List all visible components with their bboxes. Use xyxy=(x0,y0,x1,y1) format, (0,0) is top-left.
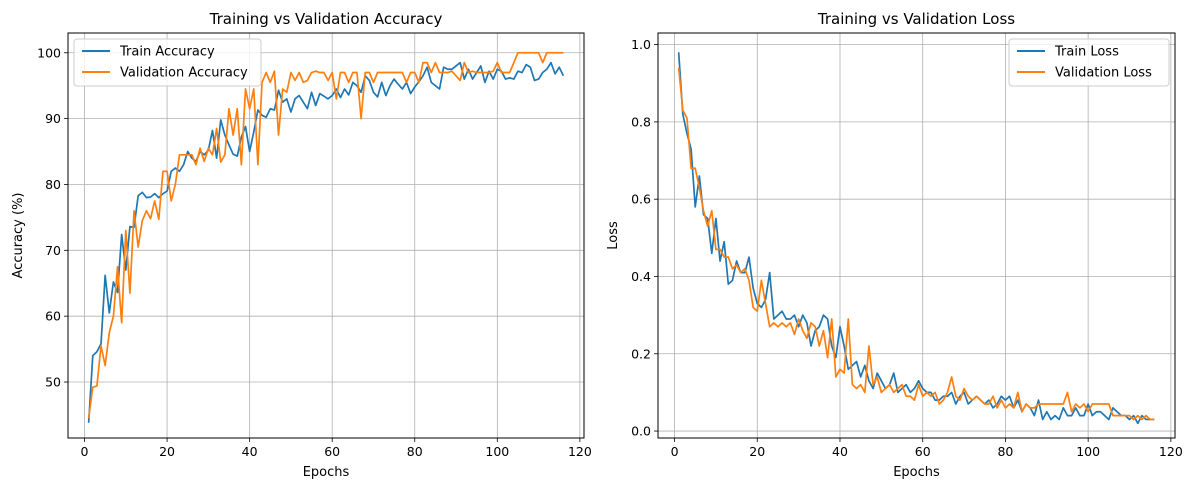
accuracy-x-tick-label: 80 xyxy=(407,444,423,459)
loss-x-tick-label: 100 xyxy=(1076,444,1100,459)
loss-legend-validation-label: Validation Loss xyxy=(1055,66,1152,81)
loss-y-tick-label: 0.2 xyxy=(631,346,651,361)
accuracy-y-tick-label: 70 xyxy=(45,243,61,258)
loss-y-tick-label: 0.4 xyxy=(631,269,651,284)
accuracy-x-tick-label: 20 xyxy=(159,444,175,459)
loss-chart-title: Training vs Validation Loss xyxy=(817,10,1015,28)
accuracy-axes-frame xyxy=(67,32,585,439)
loss-ticks: 0 20 40 60 80 100 120 0.0 0.2 0.4 0.6 0.8 1.0 xyxy=(631,37,1183,459)
accuracy-legend-box xyxy=(73,38,262,87)
accuracy-legend-validation-label: Validation Accuracy xyxy=(120,66,248,81)
accuracy-chart-title: Training vs Validation Accuracy xyxy=(209,10,443,28)
loss-legend-box xyxy=(1008,38,1170,87)
accuracy-y-tick-label: 60 xyxy=(45,309,61,324)
accuracy-y-tick-label: 80 xyxy=(45,177,61,192)
accuracy-x-tick-label: 60 xyxy=(324,444,340,459)
accuracy-chart: 0 20 40 60 80 100 120 50 60 70 80 90 100 Training vs… xyxy=(11,10,592,480)
accuracy-x-tick-label: 40 xyxy=(242,444,258,459)
loss-grid xyxy=(658,33,1175,438)
loss-y-axis-label: Loss xyxy=(606,221,621,250)
loss-x-axis-label: Epochs xyxy=(893,465,940,480)
loss-legend: Train Loss Validation Loss xyxy=(1008,38,1170,87)
accuracy-x-tick-label: 100 xyxy=(485,444,509,459)
accuracy-y-tick-label: 50 xyxy=(45,375,61,390)
accuracy-x-axis-label: Epochs xyxy=(303,465,350,480)
loss-chart: 0 20 40 60 80 100 120 0.0 0.2 0.4 0.6 0.8 1.0 Traini… xyxy=(606,10,1183,480)
loss-axes-frame xyxy=(657,32,1176,439)
loss-x-tick-label: 60 xyxy=(915,444,931,459)
loss-y-tick-label: 0.8 xyxy=(631,114,651,129)
accuracy-x-tick-label: 120 xyxy=(568,444,592,459)
accuracy-y-axis-label: Accuracy (%) xyxy=(11,193,26,279)
loss-x-tick-label: 0 xyxy=(671,444,679,459)
accuracy-plot-area xyxy=(68,33,584,438)
loss-x-tick-label: 80 xyxy=(997,444,1013,459)
accuracy-x-tick-label: 0 xyxy=(81,444,89,459)
loss-x-tick-label: 120 xyxy=(1159,444,1183,459)
accuracy-series-train-line xyxy=(87,61,565,423)
loss-x-tick-label: 40 xyxy=(832,444,848,459)
accuracy-grid xyxy=(68,33,584,438)
accuracy-y-tick-label: 100 xyxy=(37,45,61,60)
loss-plot-area xyxy=(658,33,1175,438)
accuracy-legend: Train Accuracy Validation Accuracy xyxy=(73,38,262,87)
accuracy-lines xyxy=(87,51,565,423)
loss-series-validation-line xyxy=(677,67,1155,421)
loss-x-tick-label: 20 xyxy=(749,444,765,459)
loss-legend-train-label: Train Loss xyxy=(1054,45,1119,60)
accuracy-series-validation-line xyxy=(87,51,564,419)
accuracy-y-tick-label: 90 xyxy=(45,111,61,126)
loss-y-tick-label: 0.6 xyxy=(631,192,651,207)
loss-lines xyxy=(677,52,1155,425)
accuracy-legend-train-label: Train Accuracy xyxy=(119,45,215,60)
accuracy-ticks: 0 20 40 60 80 100 120 50 60 70 80 90 100 xyxy=(37,45,592,459)
loss-y-tick-label: 0.0 xyxy=(631,424,651,439)
loss-y-tick-label: 1.0 xyxy=(631,37,651,52)
